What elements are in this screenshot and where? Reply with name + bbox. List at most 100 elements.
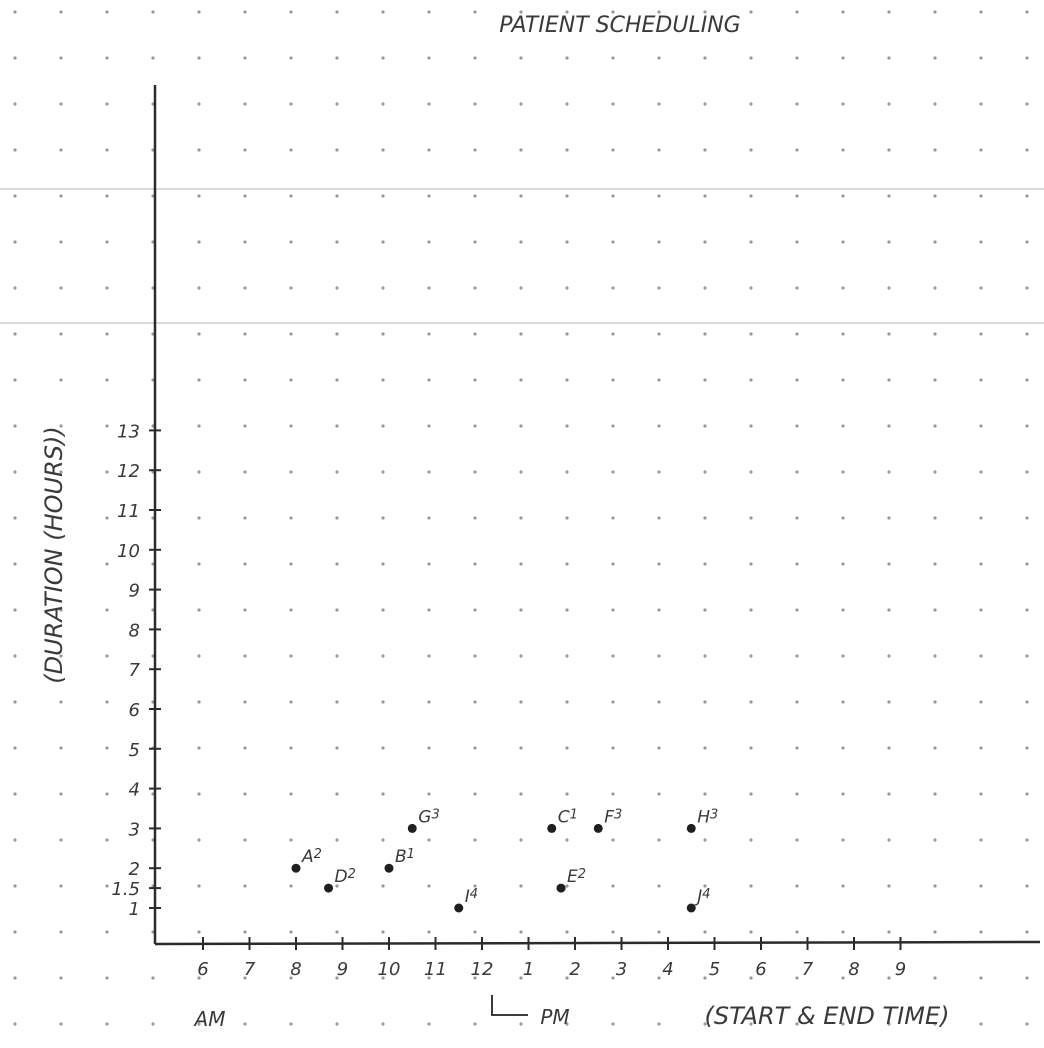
grid-dot	[565, 148, 569, 152]
grid-dot	[381, 654, 385, 658]
y-tick-label: 2	[129, 859, 140, 880]
grid-dot	[243, 700, 247, 704]
grid-dot	[979, 838, 983, 842]
grid-dot	[197, 1022, 201, 1026]
grid-dot	[749, 102, 753, 106]
data-point	[547, 823, 557, 833]
grid-dot	[59, 562, 63, 566]
grid-dot	[105, 792, 109, 796]
grid-dot	[427, 976, 431, 980]
x-tick-label: 3	[616, 959, 627, 980]
x-tick-label: 5	[709, 959, 720, 980]
grid-dot	[13, 884, 17, 888]
grid-dot	[841, 792, 845, 796]
grid-dot	[657, 102, 661, 106]
grid-dot	[427, 424, 431, 428]
grid-dot	[381, 838, 385, 842]
grid-dot	[197, 102, 201, 106]
grid-dot	[59, 700, 63, 704]
grid-dot	[519, 930, 523, 934]
grid-dot	[335, 608, 339, 612]
grid-dot	[611, 976, 615, 980]
grid-dot	[565, 10, 569, 14]
grid-dot	[13, 838, 17, 842]
grid-dot	[197, 148, 201, 152]
grid-dot	[381, 884, 385, 888]
grid-dot	[703, 930, 707, 934]
grid-dot	[59, 240, 63, 244]
grid-dot	[519, 378, 523, 382]
grid-dot	[749, 286, 753, 290]
grid-dot	[657, 1022, 661, 1026]
grid-dot	[657, 746, 661, 750]
grid-dot	[611, 1022, 615, 1026]
grid-dot	[381, 608, 385, 612]
point-label: C1	[558, 807, 578, 827]
grid-dot	[381, 470, 385, 474]
grid-dot	[933, 148, 937, 152]
grid-dot	[887, 608, 891, 612]
grid-dot	[335, 792, 339, 796]
grid-dot	[13, 286, 17, 290]
grid-dot	[657, 792, 661, 796]
grid-dot	[795, 746, 799, 750]
grid-dot	[703, 562, 707, 566]
grid-dot	[427, 286, 431, 290]
grid-dot	[841, 102, 845, 106]
grid-dot	[933, 286, 937, 290]
grid-dot	[105, 102, 109, 106]
grid-dot	[703, 332, 707, 336]
grid-dot	[473, 424, 477, 428]
point-label: F3	[604, 807, 622, 827]
grid-dot	[105, 332, 109, 336]
grid-dot	[243, 10, 247, 14]
grid-dot	[795, 792, 799, 796]
y-tick-label: 7	[129, 660, 141, 681]
grid-dot	[979, 976, 983, 980]
grid-dot	[703, 56, 707, 60]
grid-dot	[289, 240, 293, 244]
grid-dot	[519, 654, 523, 658]
grid-dot	[841, 56, 845, 60]
point-label: H3	[697, 807, 718, 827]
grid-dot	[519, 700, 523, 704]
grid-dot	[749, 608, 753, 612]
x-tick-label: 8	[290, 959, 301, 980]
grid-dot	[427, 516, 431, 520]
grid-dot	[335, 562, 339, 566]
grid-dot	[565, 516, 569, 520]
grid-dot	[1025, 470, 1029, 474]
grid-dot	[703, 378, 707, 382]
x-axis-ticks: 6 7 8 9 10 11 12 1 2 3 4 5 6 7 8 9	[197, 937, 906, 980]
grid-dot	[335, 1022, 339, 1026]
grid-dot	[13, 148, 17, 152]
grid-dot	[105, 976, 109, 980]
point-label: B1	[395, 847, 415, 867]
grid-dot	[933, 930, 937, 934]
point-label: A2	[301, 847, 322, 867]
grid-dot	[197, 424, 201, 428]
grid-dot	[565, 194, 569, 198]
grid-dot	[105, 838, 109, 842]
grid-dot	[427, 378, 431, 382]
grid-dot	[841, 148, 845, 152]
grid-dot	[243, 378, 247, 382]
grid-dot	[657, 332, 661, 336]
grid-dot	[841, 930, 845, 934]
grid-dot	[841, 884, 845, 888]
grid-dot	[105, 884, 109, 888]
grid-dot	[749, 1022, 753, 1026]
x-axis-label: (START & END TIME)	[705, 1002, 950, 1030]
grid-dot	[427, 194, 431, 198]
grid-dot	[289, 838, 293, 842]
grid-dot	[335, 700, 339, 704]
x-tick-label: 4	[662, 959, 673, 980]
grid-dot	[1025, 424, 1029, 428]
grid-dot	[565, 424, 569, 428]
grid-dot	[335, 930, 339, 934]
grid-dot	[749, 930, 753, 934]
grid-dot	[473, 838, 477, 842]
grid-dot	[1025, 746, 1029, 750]
grid-dot	[703, 976, 707, 980]
